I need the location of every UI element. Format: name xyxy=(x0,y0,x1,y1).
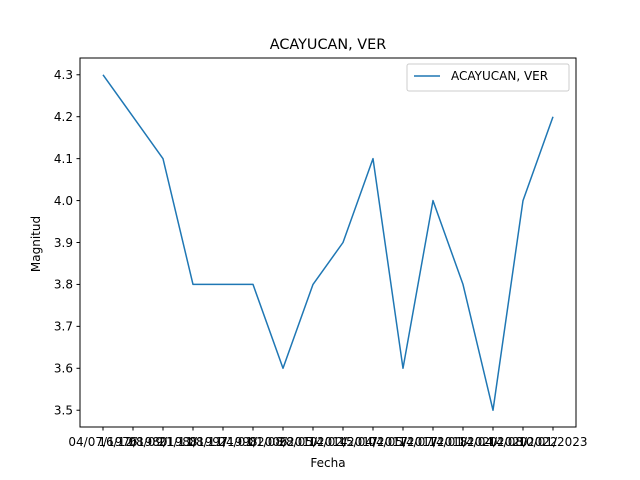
legend-label: ACAYUCAN, VER xyxy=(451,69,548,83)
axes-frame xyxy=(79,57,577,428)
y-tick-label: 3.7 xyxy=(54,320,73,334)
x-tick-label: 04/05/2017 xyxy=(368,435,437,449)
x-tick-label: 14/04/2020 xyxy=(458,435,527,449)
y-tick-label: 3.9 xyxy=(54,236,73,250)
x-tick-label: 15/04/2017 xyxy=(338,435,407,449)
y-axis-ticks: 3.5 3.6 3.7 3.8 3.9 4.0 4.1 4.2 4.3 xyxy=(54,68,80,418)
y-tick-label: 4.1 xyxy=(54,152,73,166)
x-axis-ticks: 04/07/197616/12/198008/09/198821/11/1997… xyxy=(68,427,588,449)
y-tick-label: 4.2 xyxy=(54,110,73,124)
x-tick-label: 14/02/2017 xyxy=(308,435,377,449)
x-tick-label: 04/07/1976 xyxy=(68,435,137,449)
x-axis-label: Fecha xyxy=(310,456,345,470)
legend-frame xyxy=(406,63,570,92)
x-tick-label: 14/01/2020 xyxy=(428,435,497,449)
x-tick-label: 01/08/2010 xyxy=(248,435,317,449)
x-tick-label: 28/05/2014 xyxy=(278,435,347,449)
y-axis-label: Magnitud xyxy=(29,216,43,272)
x-tick-label: 21/11/1997 xyxy=(158,435,227,449)
x-tick-label: 24/01/2006 xyxy=(218,435,287,449)
x-tick-label: 08/11/1998 xyxy=(188,435,257,449)
legend: ACAYUCAN, VER xyxy=(406,63,570,92)
x-tick-label: 08/09/1988 xyxy=(128,435,197,449)
y-tick-label: 4.3 xyxy=(54,68,73,82)
x-tick-label: 14/07/2018 xyxy=(398,435,467,449)
x-tick-label: 16/12/1980 xyxy=(98,435,167,449)
x-tick-label: 14/08/2022 xyxy=(488,435,557,449)
y-tick-label: 3.6 xyxy=(54,362,73,376)
series-line xyxy=(102,74,554,411)
chart-title: ACAYUCAN, VER xyxy=(270,37,386,53)
x-tick-label: 10/01/2023 xyxy=(518,435,587,449)
y-tick-label: 3.5 xyxy=(54,404,73,418)
y-tick-label: 3.8 xyxy=(54,278,73,292)
y-tick-label: 4.0 xyxy=(54,194,73,208)
plot-area xyxy=(102,74,554,411)
